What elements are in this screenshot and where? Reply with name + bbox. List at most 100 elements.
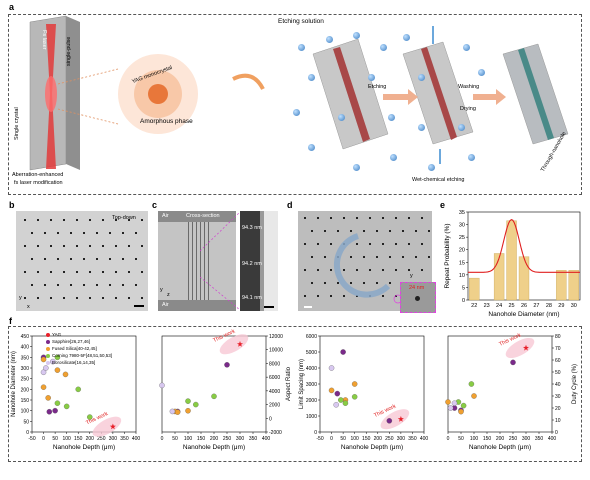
x-tick-label: 250 <box>223 436 232 442</box>
nanohole-dot <box>50 245 52 247</box>
x-tick-label: 100 <box>350 436 359 442</box>
nanohole-dot <box>369 243 371 245</box>
legend-marker <box>46 360 50 365</box>
nanohole-dot <box>310 230 313 232</box>
highlight-ellipse <box>92 416 122 437</box>
legend-label: Fused Silica[40-42,45] <box>52 346 97 351</box>
amorphous-text: Amorphous phase <box>140 118 193 125</box>
nanohole-dot <box>37 219 39 221</box>
zoom-bright-edge <box>264 211 278 311</box>
nanohole-dot <box>304 269 306 271</box>
measure-2: 94.2 nm <box>242 261 262 267</box>
axis-x-b: x <box>27 304 30 310</box>
nanohole-dot <box>427 230 430 232</box>
nanohole-dot <box>50 219 52 221</box>
y-tick-label: 30 <box>459 223 465 229</box>
nanohole-dot <box>82 258 85 260</box>
data-point <box>185 398 191 404</box>
data-point <box>174 409 181 415</box>
nanohole-dot <box>362 230 365 232</box>
y-tick-label: 50 <box>555 370 561 376</box>
x-tick-label: 400 <box>262 436 271 442</box>
panel-f2-chart: 0 50 100 150 200 250 300 350 400-2000 0 2000 4000 60… <box>159 329 292 451</box>
data-point <box>458 408 464 415</box>
data-point <box>54 354 61 361</box>
panel-f4-chart: 0 50 100 150 200 250 300 350 4000102030405060708… <box>445 332 578 451</box>
nanohole-dot <box>421 269 423 271</box>
x-tick-label: 400 <box>420 436 429 442</box>
panel-d-label: d <box>287 200 293 210</box>
nanohole-dot <box>356 243 358 245</box>
x-tick-label: 150 <box>362 436 371 442</box>
nanohole-dot <box>382 217 384 219</box>
x-tick-label: 400 <box>132 436 141 442</box>
nanohole-dot <box>356 269 358 271</box>
nanohole-dot <box>89 297 91 299</box>
inset-measure: 24 nm <box>409 285 425 291</box>
bar <box>506 220 517 301</box>
nanohole-dot <box>317 295 319 297</box>
nanohole-dot <box>37 245 39 247</box>
nanohole-dot <box>349 256 352 258</box>
y-tick-label: 40 <box>555 382 561 388</box>
y-tick-label: 450 <box>21 334 30 340</box>
nanohole-dot <box>330 269 332 271</box>
nanohole-dot <box>421 243 423 245</box>
nanohole-dot <box>30 284 33 286</box>
nanohole-dot <box>343 269 345 271</box>
plot-frame <box>161 335 267 433</box>
legend-entry: Fused Silica[40-42,45] <box>46 345 112 352</box>
nanohole-dot <box>427 256 430 258</box>
y-tick-label: 2000 <box>269 403 280 409</box>
y-tick-label: 0 <box>555 430 558 436</box>
y-tick-label: 8000 <box>269 361 280 367</box>
nanohole-dot <box>121 232 124 234</box>
single-pulse-text: single-pulse <box>66 36 72 66</box>
panel-e-label: e <box>440 200 446 210</box>
bubble <box>418 124 425 131</box>
legend-label: Corning 7980-5F[48,51,50,53] <box>52 353 113 358</box>
x-tick-label: 350 <box>120 436 129 442</box>
x-tick-label: 300 <box>397 436 406 442</box>
data-point <box>169 408 176 415</box>
bubble <box>308 144 315 151</box>
nanohole-dot <box>102 219 104 221</box>
x-tick-label: 100 <box>184 436 193 442</box>
nanohole-dot <box>382 269 384 271</box>
panel-a-frame <box>8 14 582 195</box>
nanohole-channel <box>188 222 189 300</box>
y-tick-label: 0 <box>269 416 272 422</box>
x-tick-label: 300 <box>109 436 118 442</box>
axis-y-d: y <box>410 273 413 279</box>
nanohole-dot <box>24 245 26 247</box>
bubble <box>298 44 305 51</box>
bubble <box>463 44 470 51</box>
nanohole-dot <box>395 217 397 219</box>
x-tick-label: 50 <box>340 436 346 442</box>
nanohole-dot <box>388 256 391 258</box>
measure-1: 94.3 nm <box>242 225 262 231</box>
nanohole-dot <box>56 232 59 234</box>
data-point <box>468 381 475 387</box>
nanohole-dot <box>414 230 417 232</box>
data-point <box>351 381 358 387</box>
drying-text: Drying <box>460 106 476 112</box>
y-tick-label: 150 <box>21 398 30 404</box>
nanohole-dot <box>95 284 98 286</box>
bubble <box>388 114 395 121</box>
y-axis-label: Nanohole Diameter (nm) <box>11 351 17 417</box>
nanohole-dot <box>102 297 104 299</box>
bubble <box>353 32 360 39</box>
bubble <box>418 74 425 81</box>
x-tick-label: 300 <box>236 436 245 442</box>
y-tick-label: 3000 <box>306 382 317 388</box>
nanohole-dot <box>134 232 137 234</box>
air-top-band <box>158 211 236 222</box>
caption-line-2: fs laser modification <box>14 180 63 186</box>
data-point <box>333 402 339 408</box>
y-tick-label: 80 <box>555 334 561 340</box>
nanohole-dot <box>134 284 137 286</box>
bubble <box>326 36 333 43</box>
x-tick-label: 250 <box>509 436 518 442</box>
nanohole-dot <box>121 284 124 286</box>
